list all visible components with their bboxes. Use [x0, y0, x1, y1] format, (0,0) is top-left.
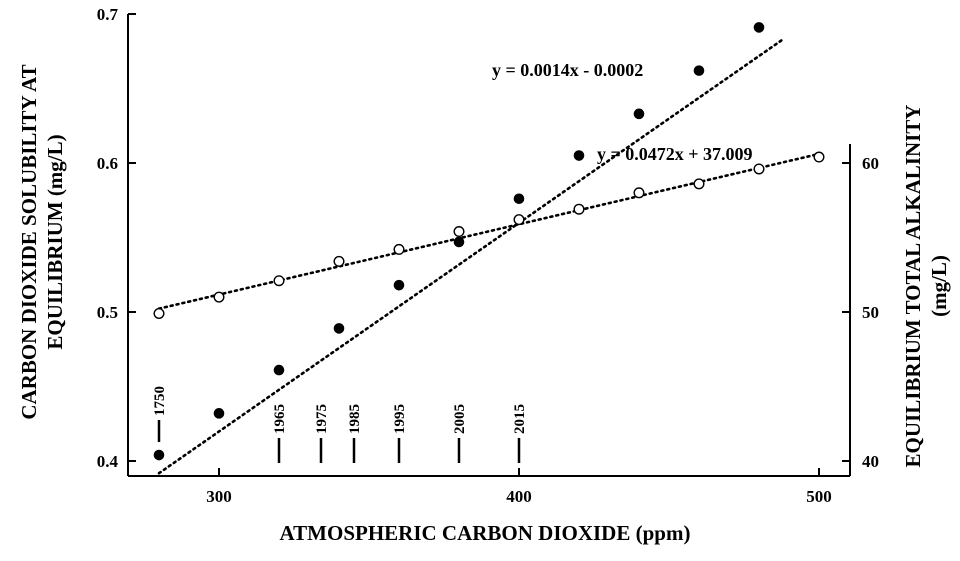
solubility-point [633, 108, 645, 120]
y-right-tick-label: 60 [862, 154, 879, 173]
y-left-tick-label: 0.7 [97, 5, 119, 24]
solubility-point [453, 236, 465, 248]
year-label-2015: 2015 [512, 404, 528, 434]
x-tick-label: 300 [206, 487, 232, 506]
solubility-point [753, 22, 765, 33]
trend-lines [157, 38, 821, 475]
alkalinity-point [333, 255, 345, 267]
year-label-1995: 1995 [392, 404, 408, 434]
solubility-point [573, 150, 585, 161]
y-left-axis-title-line2: EQUILIBRIUM (mg/L) [43, 134, 67, 349]
alkalinity-point [693, 178, 705, 190]
axes: 300 400 500 0.4 0.5 0.6 0.7 40 50 60 [97, 5, 879, 506]
trend-line-alkalinity [157, 152, 821, 310]
equation-solubility: y = 0.0014x - 0.0002 [492, 60, 643, 80]
alkalinity-point [573, 203, 585, 215]
x-axis-title: ATMOSPHERIC CARBON DIOXIDE (ppm) [280, 521, 691, 545]
year-label-1965: 1965 [272, 404, 288, 434]
solubility-point [393, 279, 405, 291]
equation-alkalinity: y = 0.0472x + 37.009 [597, 144, 753, 164]
y-left-axis-title-line1: CARBON DIOXIDE SOLUBILITY AT [17, 64, 41, 419]
data-points [153, 22, 825, 461]
year-label-1985: 1985 [347, 404, 363, 434]
alkalinity-point [633, 187, 645, 199]
solubility-point [273, 364, 285, 376]
y-right-axis-title-line2: (mg/L) [927, 255, 951, 317]
year-label-1750: 1750 [152, 386, 168, 416]
y-right-axis-title-line1: EQUILIBRIUM TOTAL ALKALINITY [901, 105, 925, 468]
y-left-tick-label: 0.4 [97, 452, 119, 471]
year-label-1975: 1975 [314, 404, 330, 434]
labels: ATMOSPHERIC CARBON DIOXIDE (ppm) CARBON … [17, 60, 951, 545]
y-left-tick-label: 0.5 [97, 303, 118, 322]
y-right-tick-label: 50 [862, 303, 879, 322]
alkalinity-point [393, 243, 405, 255]
y-right-tick-label: 40 [862, 452, 879, 471]
solubility-point [333, 323, 345, 334]
alkalinity-point [273, 275, 285, 287]
x-tick-label: 400 [506, 487, 532, 506]
alkalinity-point [513, 214, 525, 226]
y-left-tick-label: 0.6 [97, 154, 118, 173]
solubility-point [693, 65, 705, 76]
alkalinity-point [753, 163, 765, 175]
year-label-2005: 2005 [452, 404, 468, 434]
x-tick-label: 500 [806, 487, 832, 506]
solubility-point [153, 449, 165, 461]
solubility-point [513, 193, 525, 205]
trend-line-solubility [157, 38, 785, 475]
solubility-point [213, 408, 225, 419]
alkalinity-point [153, 307, 165, 319]
alkalinity-point [813, 151, 825, 163]
alkalinity-point [453, 226, 465, 238]
alkalinity-point [213, 291, 225, 303]
year-annotations: 1750 1965 1975 1985 1995 2005 2015 [152, 386, 528, 463]
